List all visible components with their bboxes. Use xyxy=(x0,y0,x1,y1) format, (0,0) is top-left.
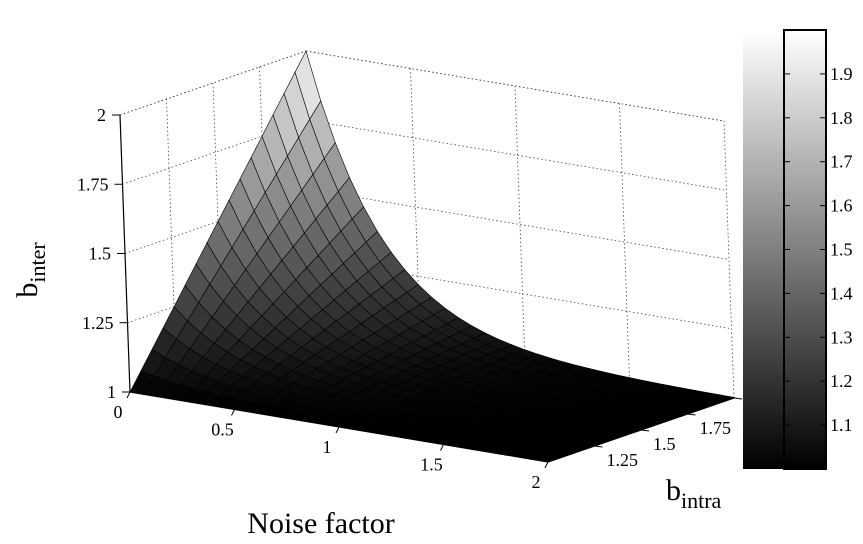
grid-line-back-x xyxy=(514,85,526,364)
colorbar-tick-label: 1.5 xyxy=(830,240,853,260)
grid-line-back-z xyxy=(305,50,725,122)
z-axis-label: binter xyxy=(11,242,50,298)
z-tick-label: 1.75 xyxy=(77,174,109,194)
y-axis-label: bintra xyxy=(666,474,722,513)
z-tick-label: 1.5 xyxy=(89,244,112,264)
grid-line-left-z xyxy=(122,119,309,185)
x-tick-mark xyxy=(126,391,131,399)
x-tick-mark xyxy=(335,426,340,434)
grid-line-back-x xyxy=(619,103,630,381)
z-tick-label: 1.25 xyxy=(82,313,114,333)
y-tick-mark xyxy=(640,429,650,432)
colorbar-tick-label: 1.3 xyxy=(830,327,853,347)
x-tick-mark xyxy=(231,409,235,416)
x-tick-mark xyxy=(544,461,549,469)
grid-line-back-z xyxy=(308,119,727,191)
z-tick-label: 1 xyxy=(107,382,116,402)
grid-line-back-x xyxy=(723,120,735,399)
svg-text:bintra: bintra xyxy=(666,474,722,513)
x-tick-label: 2 xyxy=(532,472,541,492)
x-axis-label: Noise factor xyxy=(247,507,394,539)
x-tick-label: 1.5 xyxy=(420,455,443,475)
grid-line-back-z xyxy=(310,189,730,260)
y-axis-label-sub: intra xyxy=(681,488,722,513)
y-tick-mark xyxy=(594,445,603,448)
y-axis-label-main: b xyxy=(666,474,681,507)
x-tick-label: 0 xyxy=(114,402,123,422)
y-tick-label: 1.75 xyxy=(700,418,732,438)
z-axis-label-main: b xyxy=(11,283,44,298)
colorbar-tick-label: 1.1 xyxy=(830,415,853,435)
surface-mesh xyxy=(129,50,736,463)
grid-line-left-z xyxy=(119,50,307,116)
tick-labels: 00.511.521.251.51.75211.251.51.752 xyxy=(77,105,755,492)
y-tick-label: 1.25 xyxy=(607,450,639,470)
colorbar-tick-label: 1.8 xyxy=(830,108,853,128)
svg-text:binter: binter xyxy=(11,242,50,298)
surface-patch xyxy=(534,455,560,463)
y-tick-mark xyxy=(733,397,743,400)
x-tick-label: 1 xyxy=(323,437,332,457)
y-tick-mark xyxy=(687,413,696,416)
grid-line-back-z xyxy=(313,258,732,330)
y-tick-label: 1.5 xyxy=(653,434,676,454)
colorbar-tick-label: 1.4 xyxy=(830,283,853,303)
colorbar-tick-label: 1.9 xyxy=(830,64,853,84)
colorbar-ticks: 1.1 1.2 1.3 1.4 1.5 1.6 1.7 1.8 1.9 xyxy=(784,64,853,435)
grid-line-left-z xyxy=(124,189,312,254)
x-tick-label: 0.5 xyxy=(211,420,234,440)
colorbar-tick-label: 1.7 xyxy=(830,152,853,172)
colorbar-tick-label: 1.6 xyxy=(830,196,853,216)
z-tick-label: 2 xyxy=(97,105,106,125)
z-axis-label-sub: inter xyxy=(25,242,50,283)
colorbar-tick-label: 1.2 xyxy=(830,371,853,391)
grid-line-left-z xyxy=(127,258,314,324)
x-tick-mark xyxy=(440,444,444,451)
